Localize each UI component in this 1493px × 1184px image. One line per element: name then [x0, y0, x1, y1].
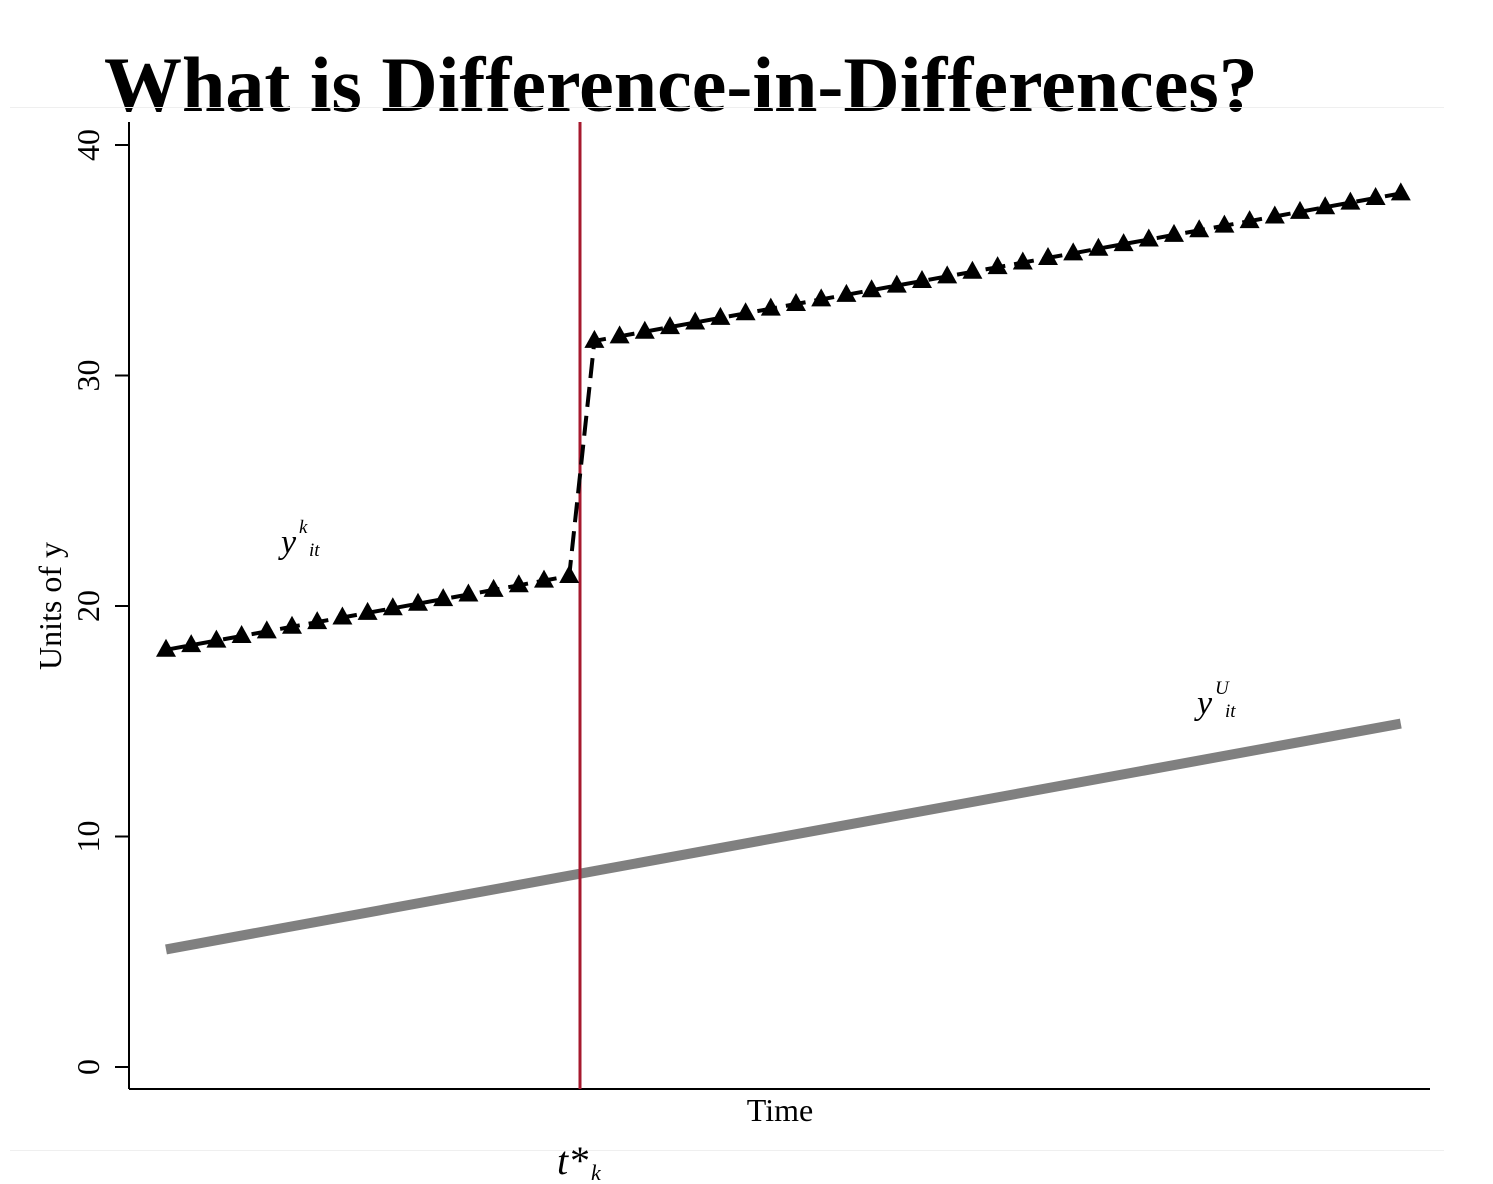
treated-point: [1063, 242, 1084, 261]
treated-point: [483, 578, 504, 597]
treated-point: [710, 306, 731, 325]
slide-title: What is Difference-in-Differences?: [104, 41, 1258, 128]
x-axis-title: Time: [747, 1092, 813, 1128]
treated-point: [256, 620, 277, 639]
treated-point: [886, 274, 907, 293]
treated-point: [836, 283, 857, 302]
treated-point: [760, 297, 781, 316]
treated-point: [685, 311, 706, 330]
series-untreated: [165, 718, 1402, 955]
treated-point: [559, 565, 580, 584]
treated-point: [1038, 246, 1058, 265]
chart-axes: 0 10 20 30 40 Units of y Time: [32, 122, 1430, 1128]
treated-point: [1138, 228, 1159, 247]
y-tick-label: 0: [70, 1059, 106, 1075]
treated-point: [282, 615, 302, 634]
treated-point: [660, 316, 680, 335]
treated-point: [231, 624, 252, 643]
series-treated: [156, 182, 1411, 657]
treated-point: [357, 601, 378, 620]
y-axis-title: Units of y: [32, 542, 68, 670]
untreated-label-sup: U: [1215, 678, 1230, 699]
treated-point: [1239, 210, 1260, 229]
treated-point: [735, 302, 756, 321]
treated-label-sub: it: [309, 540, 320, 561]
treated-point: [1365, 187, 1386, 206]
treated-point: [609, 325, 630, 344]
treated-point: [1164, 223, 1184, 242]
treated-point: [1315, 196, 1336, 215]
treated-point: [1189, 219, 1210, 238]
treated-point: [206, 629, 227, 648]
treated-point: [534, 569, 554, 588]
treated-point: [181, 634, 202, 653]
treated-label-sup: k: [299, 517, 308, 538]
treated-point: [1340, 191, 1361, 210]
treated-point: [912, 269, 932, 288]
treated-point: [458, 583, 479, 602]
untreated-label-sub: it: [1225, 701, 1236, 722]
treated-point: [1214, 214, 1235, 233]
treated-label-main: y: [278, 524, 297, 561]
treated-point: [1012, 251, 1033, 270]
treatment-time-subscript: k: [591, 1160, 602, 1184]
y-tick-label: 10: [70, 821, 106, 853]
treated-point: [584, 329, 605, 348]
treated-point: [408, 592, 428, 611]
treated-point: [1264, 205, 1285, 224]
treated-point: [332, 606, 353, 625]
treated-point: [1290, 200, 1310, 219]
treated-point: [382, 597, 403, 616]
bottom-divider: [10, 1150, 1444, 1151]
treated-point: [634, 320, 655, 339]
y-tick-label: 40: [70, 129, 106, 161]
treated-point: [433, 588, 454, 607]
treated-line: [165, 191, 1402, 652]
y-tick-label: 30: [70, 360, 106, 392]
y-tick-label: 20: [70, 590, 106, 622]
treated-point: [962, 260, 983, 279]
untreated-line: [165, 718, 1402, 955]
treated-point: [1390, 182, 1411, 201]
treatment-time-label: t*: [557, 1138, 588, 1183]
treated-point: [1113, 233, 1134, 252]
treated-point: [156, 638, 176, 657]
treated-point: [987, 256, 1008, 275]
treated-point: [811, 288, 832, 307]
treated-point: [861, 279, 882, 298]
untreated-label-main: y: [1194, 685, 1213, 722]
treated-point: [307, 611, 328, 630]
treated-point: [1088, 237, 1109, 256]
treated-point: [786, 293, 806, 312]
top-divider: [10, 107, 1444, 108]
treated-point: [937, 265, 958, 284]
treated-point: [508, 574, 529, 593]
